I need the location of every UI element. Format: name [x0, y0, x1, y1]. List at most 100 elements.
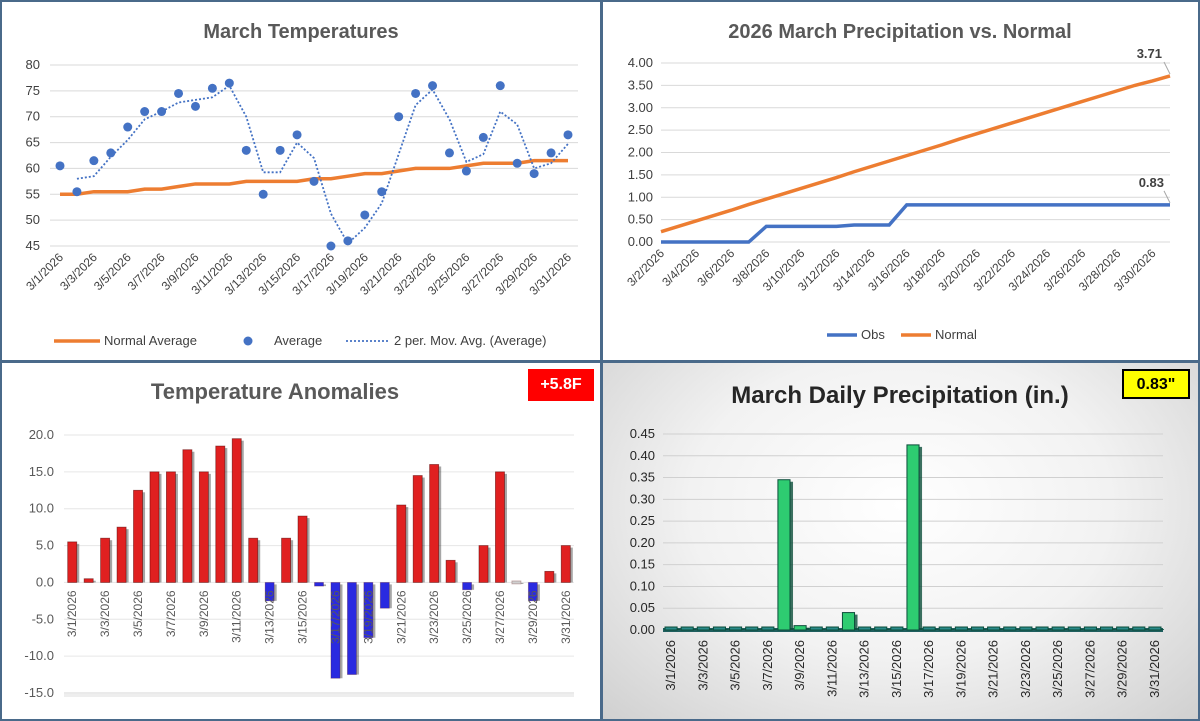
obs-end-leader — [1163, 190, 1171, 204]
precip-bar — [970, 626, 985, 631]
average-point — [157, 107, 167, 117]
precip-bar — [938, 626, 952, 631]
temperature-anomalies-panel: Temperature Anomalies -15.0 -10.0 -5.0 0.0 5.… — [2, 363, 600, 719]
chart-title: Temperature Anomalies — [151, 379, 399, 404]
precip-bar — [793, 625, 807, 631]
anomaly-bar — [116, 526, 127, 583]
precip-bar — [1116, 626, 1130, 631]
legend-obs-label: Obs — [861, 327, 885, 342]
precip-bar — [874, 626, 888, 631]
anomaly-bar-side — [290, 540, 294, 583]
anomaly-bar — [231, 438, 242, 583]
precip-bar — [712, 626, 727, 631]
precipitation-vs-normal-chart: 2026 March Precipitation vs. Normal 0.00 0… — [624, 21, 1171, 342]
precip-bar-side — [1064, 629, 1068, 630]
legend-average-swatch — [243, 336, 253, 346]
x-tick-label: 3/9/2026 — [197, 590, 211, 637]
precip-bar-side — [854, 614, 858, 630]
y-tick-label: 80 — [26, 57, 40, 72]
precip-bar — [954, 626, 968, 631]
average-point — [546, 148, 556, 158]
y-tick-label: 0.25 — [630, 513, 655, 528]
precipitation-vs-normal-panel: 2026 March Precipitation vs. Normal 0.00 0… — [603, 2, 1198, 360]
average-point — [461, 166, 471, 176]
average-point — [275, 145, 285, 155]
precip-bar — [777, 479, 791, 631]
legend-movavg-label: 2 per. Mov. Avg. (Average) — [394, 333, 546, 348]
anomaly-bar — [67, 541, 78, 583]
y-tick-label: -15.0 — [24, 685, 54, 700]
precip-bar — [761, 626, 775, 631]
anomaly-bar-side — [274, 584, 277, 601]
precip-bar-side — [902, 629, 906, 630]
average-point — [55, 161, 65, 171]
anomaly-bar-side — [537, 584, 540, 601]
precip-bar — [1035, 626, 1049, 631]
anomaly-bar-side — [208, 473, 211, 583]
precip-bar — [1019, 626, 1033, 631]
x-tick-label: 3/21/2026 — [986, 640, 1001, 698]
anomaly-bar — [83, 578, 94, 583]
anomaly-bar-side — [159, 473, 162, 583]
x-tick-label: 3/7/2026 — [164, 590, 178, 637]
anomaly-bar-side — [520, 582, 524, 584]
average-point — [72, 187, 82, 197]
y-tick-label: 0.0 — [36, 574, 54, 589]
precip-bar — [729, 626, 743, 631]
precip-bar — [987, 626, 1001, 631]
x-tick-label: 3/29/2026 — [1115, 640, 1130, 698]
x-tick-label: 3/13/2026 — [263, 590, 277, 644]
anomaly-bar-side — [109, 540, 113, 583]
average-point — [326, 241, 336, 251]
precip-bar-side — [741, 629, 745, 630]
average-point — [292, 130, 302, 140]
anomaly-bar — [264, 582, 275, 602]
precip-bar — [906, 444, 920, 631]
x-tick-label: 3/13/2026 — [857, 640, 872, 698]
average-point — [343, 236, 353, 246]
x-tick-label: 3/23/2026 — [1018, 640, 1033, 698]
y-tick-label: -5.0 — [32, 611, 54, 626]
precip-bar-side — [838, 629, 842, 630]
anomaly-bar — [182, 449, 193, 583]
precip-bar — [745, 626, 759, 631]
y-tick-label: 3.50 — [628, 77, 653, 92]
x-tick-label: 3/29/2026 — [526, 590, 540, 644]
precip-bar-side — [886, 629, 890, 630]
precip-bar — [1051, 626, 1065, 631]
daily-precipitation-panel: March Daily Precipitation (in.) 0.00 0.05 0… — [603, 363, 1198, 719]
precip-bar-side — [757, 629, 761, 630]
precip-bar — [890, 626, 904, 631]
anomaly-bar-side — [323, 584, 327, 587]
average-point — [563, 130, 573, 140]
anomaly-bar — [478, 545, 489, 583]
average-point — [529, 169, 539, 179]
y-tick-label: 65 — [26, 135, 40, 150]
precip-bar — [841, 612, 856, 631]
precip-bar-side — [1080, 629, 1084, 630]
precip-bar-side — [806, 627, 810, 630]
x-tick-label: 3/19/2026 — [953, 640, 968, 698]
anomaly-bar — [297, 515, 308, 583]
average-point — [444, 148, 454, 158]
anomaly-bar-side — [488, 547, 491, 583]
x-tick-label: 3/9/2026 — [792, 640, 807, 691]
anomaly-bar-side — [356, 584, 359, 675]
precip-bar — [1100, 626, 1114, 631]
chart-title: 2026 March Precipitation vs. Normal — [728, 21, 1071, 43]
precip-bar-side — [1112, 629, 1116, 630]
x-tick-label: 3/2/2026 — [624, 246, 667, 289]
precip-bar-side — [822, 629, 826, 630]
x-tick-label: 3/3/2026 — [98, 590, 112, 637]
precip-bar-side — [935, 629, 939, 630]
x-tick-label: 3/15/2026 — [889, 640, 904, 698]
precip-bar-side — [951, 629, 955, 630]
anomaly-bar — [429, 464, 440, 583]
anomaly-bar — [248, 537, 259, 583]
average-point — [394, 112, 404, 122]
obs-line — [661, 203, 1170, 244]
normal-end-leader — [1163, 61, 1171, 75]
x-tick-label: 3/19/2026 — [361, 590, 375, 644]
anomaly-bar-side — [224, 448, 228, 583]
precip-bar-side — [1031, 629, 1035, 630]
